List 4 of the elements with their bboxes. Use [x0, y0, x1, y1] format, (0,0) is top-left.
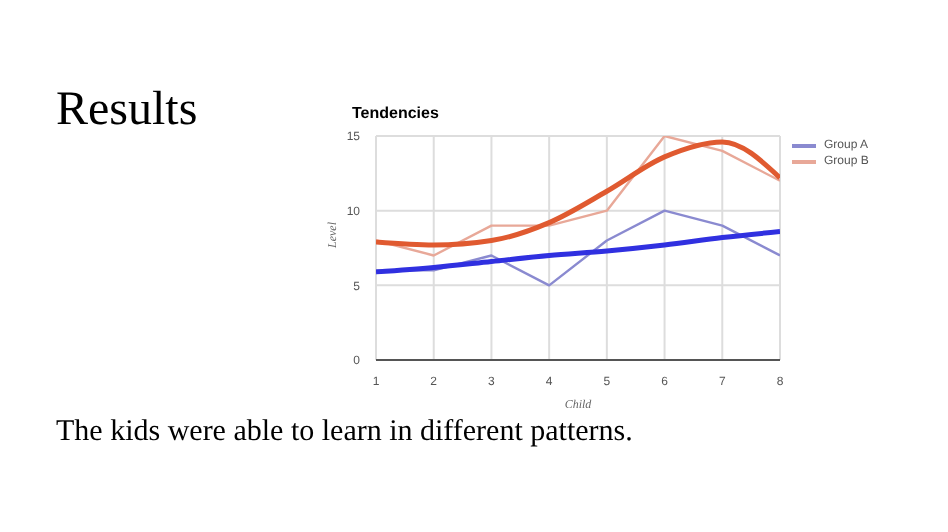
text: Results	[56, 84, 198, 138]
chart-title: Tendencies	[352, 104, 439, 122]
text: The kids were able to learn in different patterns.	[56, 416, 633, 450]
line-series	[376, 229, 780, 275]
